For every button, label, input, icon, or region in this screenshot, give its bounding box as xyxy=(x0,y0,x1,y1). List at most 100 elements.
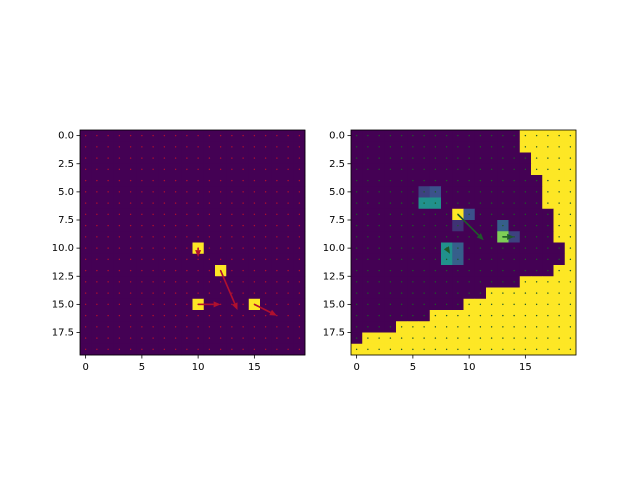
quiver-dot xyxy=(163,269,166,272)
quiver-dot xyxy=(129,326,132,328)
quiver-dot xyxy=(253,157,256,159)
quiver-dot xyxy=(197,269,199,272)
quiver-dot xyxy=(434,348,437,351)
quiver-dot xyxy=(479,168,482,171)
quiver-dot xyxy=(535,224,538,227)
quiver-dot xyxy=(152,146,154,148)
quiver-dot xyxy=(434,134,437,137)
quiver-dot xyxy=(287,258,289,261)
quiver-dot xyxy=(276,179,278,182)
quiver-dot xyxy=(535,269,538,272)
quiver-dot xyxy=(264,292,267,294)
quiver-dot xyxy=(118,236,121,238)
x-tick-label: 10 xyxy=(463,362,476,373)
quiver-dot xyxy=(367,179,369,182)
quiver-dot xyxy=(524,247,527,249)
quiver-dot xyxy=(219,292,222,294)
quiver-dot xyxy=(389,168,392,171)
quiver-dot xyxy=(355,281,358,283)
quiver-dot xyxy=(378,348,380,351)
quiver-dot xyxy=(231,236,233,238)
quiver-dot xyxy=(197,281,199,283)
quiver-dot xyxy=(502,314,504,317)
quiver-dot xyxy=(298,134,301,137)
quiver-dot xyxy=(298,146,301,148)
quiver-dot xyxy=(389,337,392,339)
quiver-dot xyxy=(524,314,527,317)
quiver-dot xyxy=(186,213,188,216)
quiver-dot xyxy=(84,258,87,261)
quiver-dot xyxy=(355,134,358,137)
quiver-dot xyxy=(141,168,143,171)
quiver-dot xyxy=(174,247,177,249)
quiver-dot xyxy=(84,292,87,294)
quiver-dot xyxy=(524,134,527,137)
quiver-dot xyxy=(107,292,109,294)
arrow-head xyxy=(507,233,515,240)
quiver-dot xyxy=(389,269,392,272)
quiver-dot xyxy=(389,303,392,306)
quiver-dot xyxy=(412,269,414,272)
quiver-dot xyxy=(524,202,527,204)
quiver-dot xyxy=(107,236,109,238)
quiver-dot xyxy=(535,213,538,216)
x-tick-label: 15 xyxy=(519,362,532,373)
quiver-dot xyxy=(107,146,109,148)
quiver-dot xyxy=(219,326,222,328)
quiver-dot xyxy=(558,236,560,238)
quiver-dot xyxy=(287,292,289,294)
quiver-dot xyxy=(457,191,459,193)
quiver-dot xyxy=(152,247,154,249)
quiver-dot xyxy=(367,247,369,249)
quiver-dot xyxy=(253,314,256,317)
quiver-dot xyxy=(84,157,87,159)
quiver-dot xyxy=(434,247,437,249)
quiver-dot xyxy=(174,269,177,272)
quiver-dot xyxy=(524,326,527,328)
quiver-dot xyxy=(174,191,177,193)
quiver-dot xyxy=(468,269,470,272)
quiver-dot xyxy=(129,314,132,317)
quiver-dot xyxy=(367,281,369,283)
quiver-dot xyxy=(400,247,403,249)
quiver-dot xyxy=(513,224,515,227)
quiver-dot xyxy=(231,269,233,272)
quiver-dot xyxy=(242,269,244,272)
quiver-dot xyxy=(253,134,256,137)
quiver-dot xyxy=(231,247,233,249)
quiver-dot xyxy=(174,326,177,328)
quiver-dot xyxy=(276,202,278,204)
quiver-dot xyxy=(163,247,166,249)
quiver-dot xyxy=(231,168,233,171)
quiver-dot xyxy=(197,326,199,328)
quiver-dot xyxy=(502,258,504,261)
quiver-dot xyxy=(84,326,87,328)
quiver-dot xyxy=(513,281,515,283)
quiver-dot xyxy=(558,213,560,216)
quiver-dot xyxy=(163,258,166,261)
quiver-dot xyxy=(96,314,98,317)
quiver-dot xyxy=(502,224,504,227)
quiver-dot xyxy=(186,337,188,339)
quiver-dot xyxy=(163,146,166,148)
quiver-dot xyxy=(264,337,267,339)
quiver-dot xyxy=(558,292,560,294)
quiver-dot xyxy=(141,303,143,306)
quiver-dot xyxy=(264,236,267,238)
quiver-dot xyxy=(118,337,121,339)
quiver-dot xyxy=(298,224,301,227)
y-tick-label: 15.0 xyxy=(323,299,345,310)
quiver-dot xyxy=(434,202,437,204)
quiver-dot xyxy=(468,292,470,294)
quiver-dot xyxy=(423,146,425,148)
quiver-dot xyxy=(445,258,448,261)
quiver-dot xyxy=(445,134,448,137)
quiver-dot xyxy=(513,179,515,182)
quiver-dot xyxy=(197,179,199,182)
quiver-dot xyxy=(558,134,560,137)
quiver-dot xyxy=(298,292,301,294)
quiver-dot xyxy=(434,337,437,339)
quiver-dot xyxy=(547,258,549,261)
quiver-dot xyxy=(569,202,572,204)
quiver-dot xyxy=(412,236,414,238)
